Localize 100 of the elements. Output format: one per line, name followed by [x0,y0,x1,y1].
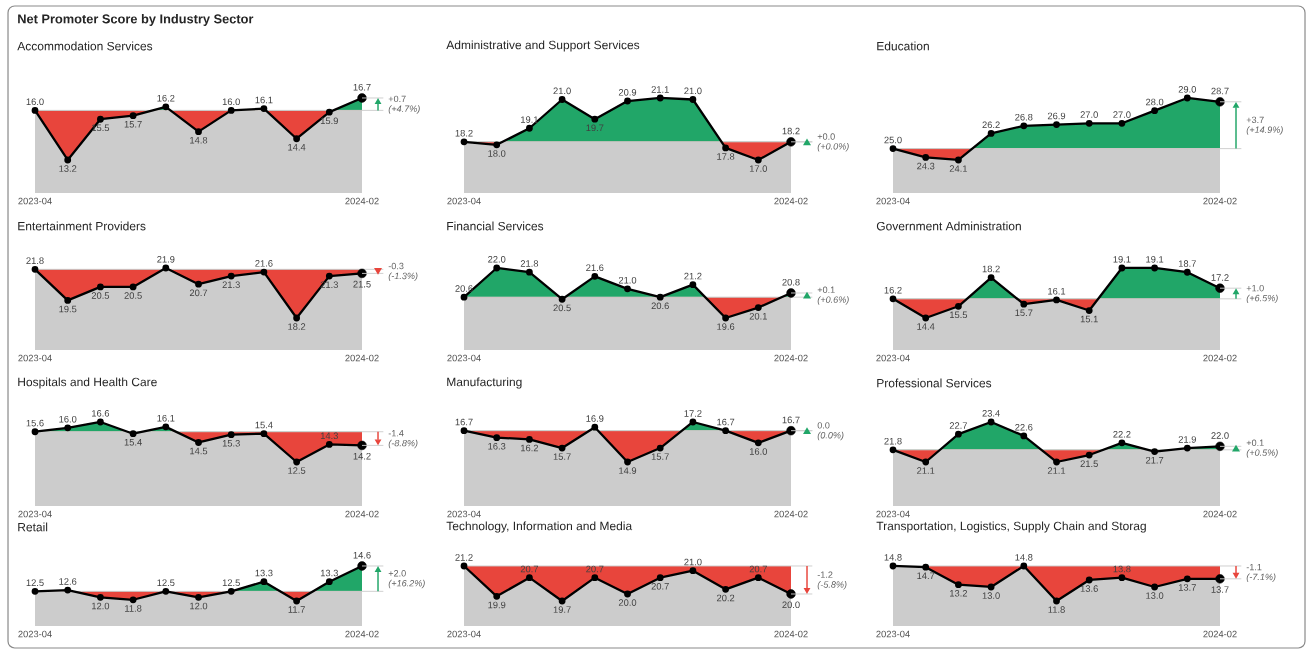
data-label: 16.9 [586,415,604,422]
data-label: 21.8 [26,257,44,264]
chart-title: Government Administration [876,221,1021,231]
chart-title: Hospitals and Health Care [18,377,157,389]
text: (+0.0%) [817,142,849,152]
data-label: 20.7 [520,565,539,573]
x-tick-label: 2024-02 [1203,197,1237,205]
data-label: 21.1 [651,86,669,93]
data-label: 27.0 [1080,111,1098,118]
data-label: 15.4 [255,421,273,429]
data-label: 28.0 [1145,98,1164,106]
data-label: 12.5 [157,579,175,586]
x-tick-label: 2024-02 [345,510,379,518]
data-label: 12.0 [190,602,208,610]
data-label: 19.9 [488,601,506,609]
x-tick-label: 2024-02 [774,197,808,205]
text: (-5.8%) [817,581,847,590]
data-label: 21.0 [684,558,702,566]
data-label: 18.2 [982,265,1000,273]
data-label: 14.6 [353,551,371,559]
data-label: 15.6 [26,419,44,427]
data-label: 16.7 [353,83,371,91]
x-tick-label: 2023-04 [876,354,910,362]
data-label: 20.6 [455,285,473,292]
data-label: 15.7 [1015,309,1033,316]
text: (+14.9%) [1246,126,1283,135]
data-label: 16.2 [521,444,539,452]
text: +0.1 [1246,439,1264,446]
x-tick-label: 2024-02 [345,197,379,205]
data-label: 16.0 [749,448,768,455]
data-label: 21.0 [618,276,637,284]
data-label: 11.7 [288,606,305,613]
data-label: 13.3 [255,569,273,577]
data-label: 25.0 [884,136,902,144]
data-label: 15.7 [651,453,669,460]
data-label: 13.3 [320,569,338,577]
x-tick-label: 2024-02 [774,510,808,518]
x-tick-label: 2023-04 [447,630,481,638]
text: (0.0%) [817,431,844,441]
data-label: 20.5 [553,304,571,312]
data-label: 14.2 [353,452,371,460]
data-label: 15.7 [553,453,571,460]
data-label: 15.3 [222,440,240,447]
x-tick-label: 2023-04 [876,197,910,205]
data-label: 13.6 [1080,585,1098,592]
data-label: 20.9 [618,89,637,96]
data-label: 22.0 [1211,432,1229,439]
x-tick-label: 2023-04 [18,510,52,518]
x-tick-label: 2024-02 [1203,630,1237,638]
data-label: 15.9 [320,117,338,125]
data-label: 24.3 [917,162,935,170]
data-label: 16.2 [157,94,175,102]
data-label: 26.9 [1047,112,1066,120]
data-label: 13.0 [1146,592,1164,599]
data-label: 26.8 [1015,113,1033,121]
data-label: 21.0 [684,87,702,95]
data-label: 21.6 [255,260,273,267]
data-label: 19.7 [553,606,571,613]
data-label: 21.1 [917,467,935,474]
data-label: 19.1 [1113,256,1131,263]
data-label: 19.1 [521,116,539,123]
text: -1.2 [817,571,833,578]
x-tick-label: 2023-04 [18,197,52,205]
data-label: 21.9 [1178,436,1196,443]
data-label: 22.2 [1113,431,1131,438]
data-label: 16.7 [782,416,800,424]
data-label: 12.0 [92,602,110,610]
data-label: 13.7 [1211,586,1229,593]
data-label: 18.2 [288,323,306,330]
data-label: 21.5 [353,280,371,288]
data-label: 20.2 [716,594,735,602]
data-label: 12.5 [222,579,240,586]
data-label: 15.1 [1080,315,1098,323]
data-label: 16.6 [92,410,110,417]
data-label: 16.2 [884,286,902,294]
data-label: 17.2 [1211,274,1229,281]
data-label: 21.1 [1047,467,1066,474]
data-label: 20.5 [91,292,110,299]
x-tick-label: 2024-02 [1203,354,1237,362]
chart-title: Manufacturing [447,377,522,389]
chart-title: Education [877,41,929,51]
data-label: 20.0 [618,599,637,606]
data-label: 19.6 [717,323,735,330]
data-label: 16.7 [717,418,735,426]
data-label: 18.2 [455,129,473,137]
data-label: 14.5 [190,447,208,455]
chart-title: Retail [18,522,48,532]
x-tick-label: 2023-04 [447,510,481,518]
x-tick-label: 2024-02 [774,354,808,362]
data-label: 16.1 [1048,287,1066,295]
x-tick-label: 2024-02 [345,630,379,638]
chart-title: Professional Services [877,378,992,388]
data-label: 29.0 [1178,86,1197,93]
data-label: 13.2 [950,590,968,597]
data-label: 13.7 [1178,584,1196,591]
data-label: 18.7 [1178,260,1196,267]
data-label: 21.9 [157,256,175,263]
chart-title: Transportation, Logistics, Supply Chain and Storag [876,521,1146,533]
data-label: 17.8 [717,153,735,160]
text: 0.0 [817,422,830,429]
